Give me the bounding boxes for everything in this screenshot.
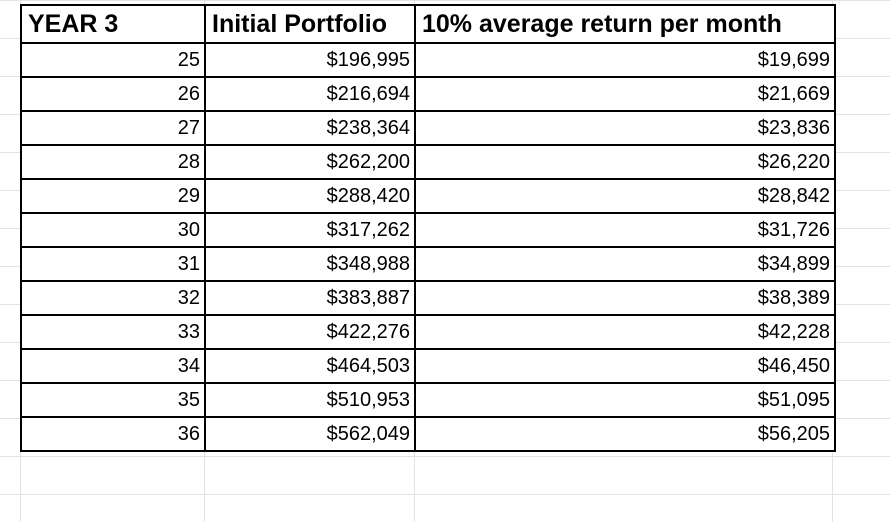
cell-month[interactable]: 30 [20,212,206,248]
cell-return[interactable]: $31,726 [414,212,836,248]
cell-return[interactable]: $42,228 [414,314,836,350]
cell-return[interactable]: $51,095 [414,382,836,418]
header-cell-year[interactable]: YEAR 3 [20,4,206,44]
cell-return[interactable]: $26,220 [414,144,836,180]
cell-portfolio[interactable]: $262,200 [204,144,416,180]
cell-month[interactable]: 27 [20,110,206,146]
cell-portfolio[interactable]: $216,694 [204,76,416,112]
cell-portfolio[interactable]: $288,420 [204,178,416,214]
cell-month[interactable]: 26 [20,76,206,112]
table-row: 27 $238,364 $23,836 [20,110,836,146]
cell-return[interactable]: $34,899 [414,246,836,282]
header-row: YEAR 3 Initial Portfolio 10% average ret… [20,4,836,44]
cell-return[interactable]: $56,205 [414,416,836,452]
cell-month[interactable]: 28 [20,144,206,180]
table-row: 35 $510,953 $51,095 [20,382,836,418]
cell-portfolio[interactable]: $510,953 [204,382,416,418]
cell-portfolio[interactable]: $238,364 [204,110,416,146]
table-row: 25 $196,995 $19,699 [20,42,836,78]
table-row: 28 $262,200 $26,220 [20,144,836,180]
cell-portfolio[interactable]: $422,276 [204,314,416,350]
cell-month[interactable]: 34 [20,348,206,384]
cell-portfolio[interactable]: $348,988 [204,246,416,282]
cell-month[interactable]: 29 [20,178,206,214]
cell-return[interactable]: $38,389 [414,280,836,316]
cell-return[interactable]: $28,842 [414,178,836,214]
cell-portfolio[interactable]: $464,503 [204,348,416,384]
cell-portfolio[interactable]: $317,262 [204,212,416,248]
cell-return[interactable]: $23,836 [414,110,836,146]
cell-month[interactable]: 25 [20,42,206,78]
cell-portfolio[interactable]: $196,995 [204,42,416,78]
table-row: 31 $348,988 $34,899 [20,246,836,282]
cell-month[interactable]: 32 [20,280,206,316]
table-row: 26 $216,694 $21,669 [20,76,836,112]
cell-portfolio[interactable]: $562,049 [204,416,416,452]
table-row: 36 $562,049 $56,205 [20,416,836,452]
table-row: 33 $422,276 $42,228 [20,314,836,350]
portfolio-table: YEAR 3 Initial Portfolio 10% average ret… [20,4,836,452]
cell-return[interactable]: $21,669 [414,76,836,112]
cell-return[interactable]: $19,699 [414,42,836,78]
table-row: 30 $317,262 $31,726 [20,212,836,248]
cell-month[interactable]: 36 [20,416,206,452]
cell-month[interactable]: 31 [20,246,206,282]
header-cell-monthly-return[interactable]: 10% average return per month [414,4,836,44]
table-row: 29 $288,420 $28,842 [20,178,836,214]
cell-month[interactable]: 35 [20,382,206,418]
cell-portfolio[interactable]: $383,887 [204,280,416,316]
cell-month[interactable]: 33 [20,314,206,350]
cell-return[interactable]: $46,450 [414,348,836,384]
header-cell-initial-portfolio[interactable]: Initial Portfolio [204,4,416,44]
table-row: 32 $383,887 $38,389 [20,280,836,316]
table-row: 34 $464,503 $46,450 [20,348,836,384]
